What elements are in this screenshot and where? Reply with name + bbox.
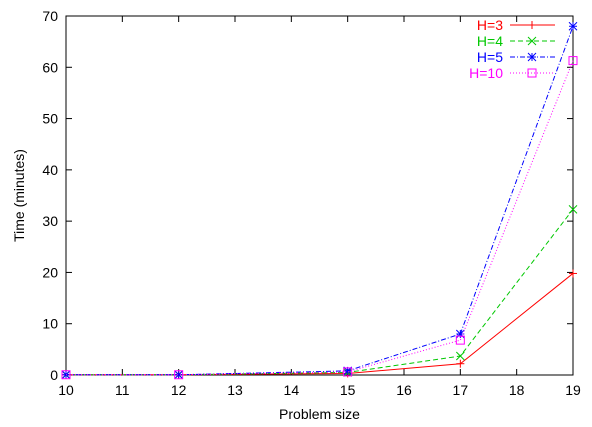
y-axis-label: Time (minutes): [11, 149, 27, 242]
x-tick-label: 16: [396, 382, 412, 398]
data-point: [455, 329, 465, 339]
data-point: [455, 335, 465, 345]
legend-label: H=4: [477, 33, 503, 49]
data-point: [455, 351, 465, 361]
x-tick-label: 18: [509, 382, 525, 398]
legend-marker: [527, 68, 537, 78]
legend-marker: [527, 52, 537, 62]
legend-label: H=3: [477, 17, 503, 33]
x-tick-label: 17: [453, 382, 469, 398]
legend: H=3H=4H=5H=10: [469, 17, 555, 81]
plot-frame: [65, 15, 574, 376]
data-point: [174, 370, 184, 380]
legend-marker: [527, 36, 537, 46]
legend-marker: [528, 21, 536, 29]
series-line: [66, 273, 574, 376]
y-tick-label: 50: [42, 111, 58, 127]
x-tick-label: 13: [227, 382, 243, 398]
x-tick-label: 12: [171, 382, 187, 398]
y-tick-label: 70: [42, 8, 58, 24]
y-tick-label: 20: [42, 264, 58, 280]
y-tick-label: 30: [42, 213, 58, 229]
y-tick-label: 10: [42, 316, 58, 332]
series-h-4: [61, 204, 578, 380]
y-tick-label: 0: [50, 367, 58, 383]
y-tick-label: 40: [42, 162, 58, 178]
legend-label: H=5: [477, 49, 503, 65]
data-point: [568, 21, 578, 31]
legend-label: H=10: [469, 65, 503, 81]
y-tick-label: 60: [42, 59, 58, 75]
data-point: [456, 359, 465, 368]
x-tick-label: 14: [284, 382, 300, 398]
data-point: [569, 269, 577, 278]
x-axis-label: Problem size: [279, 406, 360, 422]
data-point: [174, 370, 184, 380]
x-tick-label: 11: [115, 382, 130, 398]
series-layer: [61, 21, 578, 380]
data-point: [343, 367, 353, 377]
series-h-3: [62, 269, 577, 379]
x-tick-label: 15: [340, 382, 356, 398]
series-line: [66, 209, 574, 376]
x-tick-label: 19: [565, 382, 581, 398]
series-h-10: [61, 56, 578, 380]
series-line: [66, 60, 574, 376]
data-point: [568, 204, 578, 214]
data-point: [568, 56, 578, 66]
x-tick-label: 10: [58, 382, 74, 398]
data-point: [61, 370, 71, 380]
